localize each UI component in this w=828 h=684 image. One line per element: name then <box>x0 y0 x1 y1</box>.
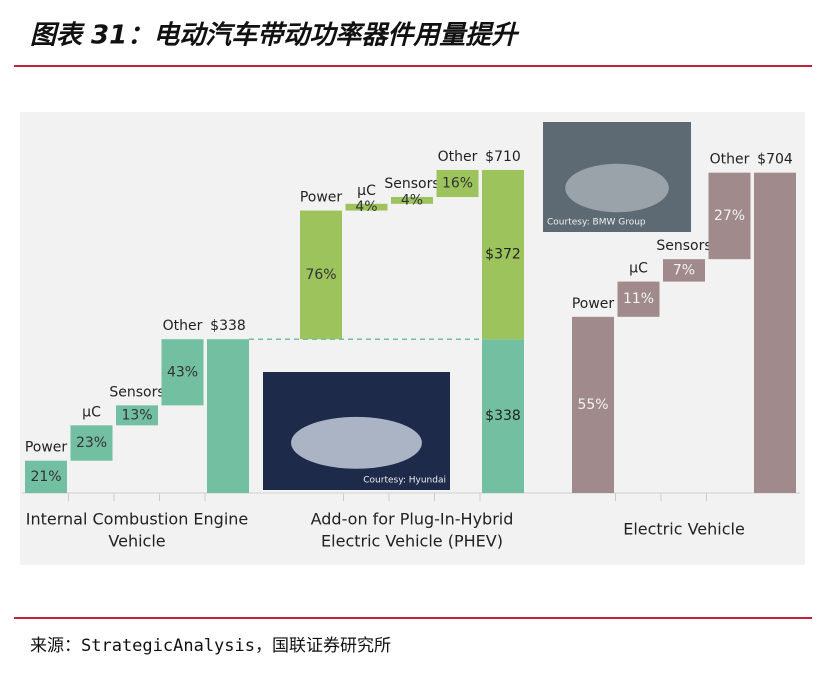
category-label: Power <box>25 440 68 456</box>
addition-label: $372 <box>485 247 521 263</box>
group-label: Internal Combustion Engine <box>26 510 249 529</box>
photo-caption: Courtesy: BMW Group <box>547 218 646 228</box>
group-label: Electric Vehicle (PHEV) <box>321 532 503 551</box>
segment <box>70 425 113 461</box>
category-label: Other <box>438 149 478 165</box>
segment-label: 13% <box>121 407 152 423</box>
segment-label: 76% <box>305 267 336 283</box>
category-label: Other <box>163 318 203 334</box>
segment <box>708 172 751 260</box>
segment-label: 4% <box>401 192 423 208</box>
total-bar <box>754 172 796 493</box>
segment-label: 43% <box>167 364 198 380</box>
segment <box>617 281 660 317</box>
segment <box>116 405 158 426</box>
segment-label: 21% <box>30 469 61 485</box>
photo-car <box>565 163 669 213</box>
total-label: $338 <box>210 318 246 334</box>
segment-label: 7% <box>673 262 695 278</box>
base-label: $338 <box>485 408 521 424</box>
figure-title: 图表 31：电动汽车带动功率器件用量提升 <box>30 21 520 51</box>
addition-bar <box>482 169 524 340</box>
segment <box>391 197 433 204</box>
segment <box>300 210 342 340</box>
segment <box>663 259 705 282</box>
category-label: Sensors <box>384 176 439 192</box>
group-label: Electric Vehicle <box>623 520 745 539</box>
category-label: Sensors <box>656 238 711 254</box>
segment-label: 27% <box>714 208 745 224</box>
photo-car <box>291 416 422 469</box>
category-label: μC <box>82 404 101 420</box>
total-bar <box>207 339 249 493</box>
category-label: Sensors <box>109 384 164 400</box>
segment <box>436 169 479 198</box>
category-label: μC <box>357 183 376 199</box>
segment-label: 4% <box>355 199 377 215</box>
photo-caption: Courtesy: Hyundai <box>363 476 446 486</box>
category-label: Other <box>710 152 750 168</box>
total-label: $710 <box>485 149 521 165</box>
total-label: $704 <box>757 152 793 168</box>
segment <box>572 316 614 493</box>
base-bar <box>482 339 524 493</box>
segment-label: 55% <box>577 397 608 413</box>
category-label: μC <box>629 261 648 277</box>
category-label: Power <box>572 296 615 312</box>
category-label: Power <box>300 190 343 206</box>
segment-label: 23% <box>76 435 107 451</box>
segment <box>345 203 388 211</box>
segment-label: 11% <box>623 291 654 307</box>
segment <box>25 460 67 493</box>
segment <box>161 339 204 406</box>
segment-label: 16% <box>442 175 473 191</box>
group-label: Add-on for Plug-In-Hybrid <box>311 510 514 529</box>
group-label: Vehicle <box>108 532 165 551</box>
source-note: 来源：StrategicAnalysis，国联证券研究所 <box>30 636 391 656</box>
